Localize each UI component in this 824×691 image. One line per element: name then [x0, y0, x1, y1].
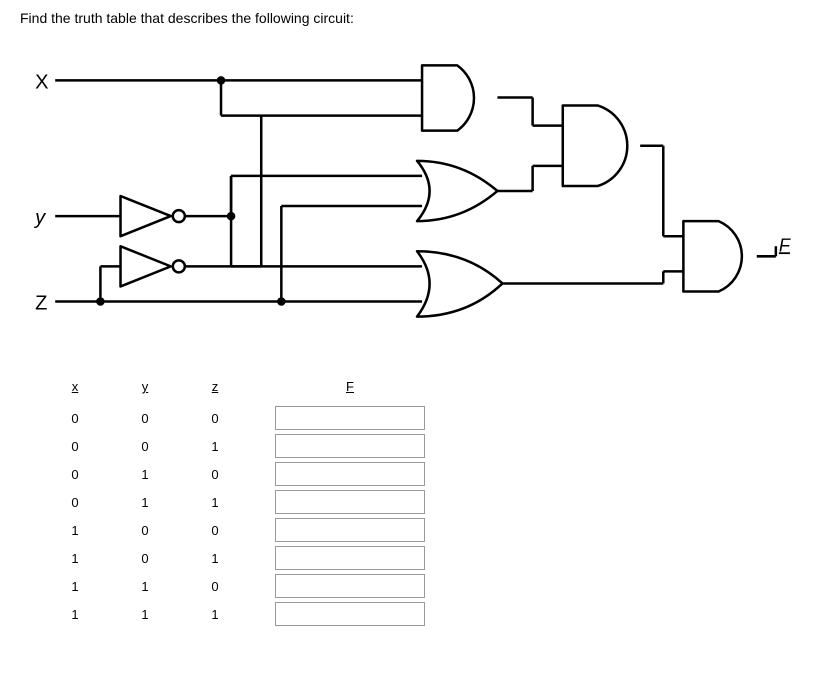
not-y-bubble	[173, 210, 185, 222]
cell: 1	[211, 544, 218, 572]
cell: 1	[141, 488, 148, 516]
header-x: x	[62, 376, 89, 398]
header-z: z	[202, 376, 229, 398]
cell: 1	[141, 572, 148, 600]
answer-input-row4[interactable]	[275, 518, 425, 542]
gate-or-mid	[417, 161, 497, 221]
cell: 0	[71, 432, 78, 460]
cell: 1	[211, 432, 218, 460]
answer-input-row7[interactable]	[275, 602, 425, 626]
gate-not-y	[121, 196, 171, 236]
circuit-diagram: X y Z F	[20, 46, 804, 346]
gate-or-bot	[417, 251, 502, 316]
cell: 1	[71, 516, 78, 544]
cell: 0	[141, 432, 148, 460]
cell: 0	[71, 404, 78, 432]
answer-input-row5[interactable]	[275, 546, 425, 570]
cell: 0	[71, 460, 78, 488]
cell: 0	[211, 460, 218, 488]
cell: 1	[141, 460, 148, 488]
output-label-f: F	[779, 235, 791, 255]
input-label-z: Z	[35, 293, 47, 315]
gate-and-right	[563, 106, 628, 186]
circuit-svg: X y Z F	[20, 46, 804, 346]
cell: 1	[211, 488, 218, 516]
input-label-y: y	[33, 207, 47, 229]
cell: 0	[211, 404, 218, 432]
answer-input-row1[interactable]	[275, 434, 425, 458]
answer-input-row3[interactable]	[275, 490, 425, 514]
cell: 0	[71, 488, 78, 516]
cell: 1	[71, 600, 78, 628]
col-x: x 0 0 0 0 1 1 1 1	[40, 376, 110, 628]
cell: 1	[211, 600, 218, 628]
cell: 1	[141, 600, 148, 628]
col-y: y 0 0 1 1 0 0 1 1	[110, 376, 180, 628]
col-f: F	[270, 376, 430, 628]
gate-not-z	[121, 246, 171, 286]
not-z-bubble	[173, 260, 185, 272]
answer-input-row0[interactable]	[275, 406, 425, 430]
cell: 0	[141, 516, 148, 544]
cell: 1	[71, 544, 78, 572]
cell: 0	[211, 516, 218, 544]
question-prompt: Find the truth table that describes the …	[20, 10, 804, 26]
col-z: z 0 1 0 1 0 1 0 1	[180, 376, 250, 628]
truth-table: x 0 0 0 0 1 1 1 1 y 0 0 1 1 0 0 1 1 z 0 …	[40, 376, 804, 628]
input-label-x: X	[35, 71, 48, 93]
gate-and-final	[683, 221, 741, 291]
gate-and-top	[422, 65, 474, 130]
cell: 0	[211, 572, 218, 600]
header-y: y	[132, 376, 159, 398]
cell: 0	[141, 404, 148, 432]
answer-input-row6[interactable]	[275, 574, 425, 598]
cell: 1	[71, 572, 78, 600]
answer-input-row2[interactable]	[275, 462, 425, 486]
header-f: F	[336, 376, 364, 398]
cell: 0	[141, 544, 148, 572]
